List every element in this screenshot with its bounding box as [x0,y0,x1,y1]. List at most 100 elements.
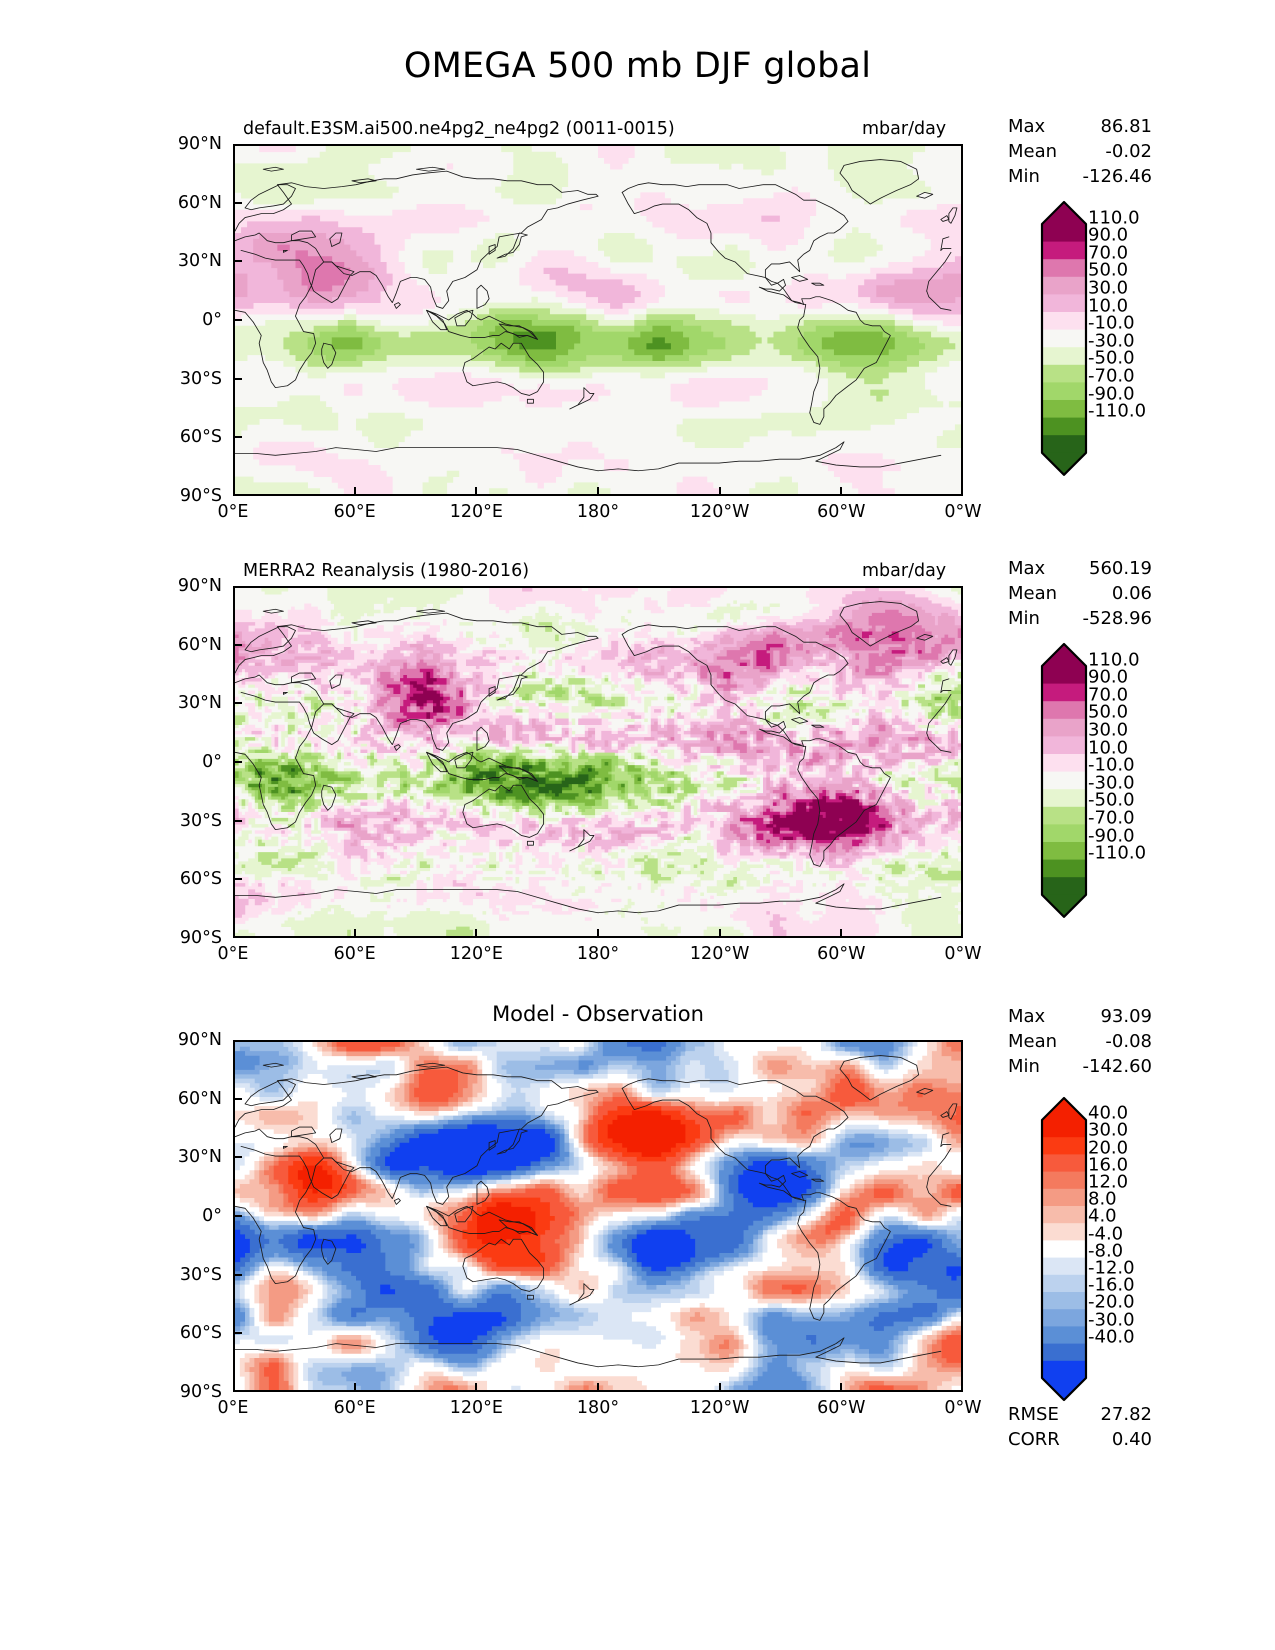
colorbar-tick-label: -50.0 [1088,347,1135,369]
y-tick-mark [233,1332,242,1335]
y-tick-label: 60°N [177,192,222,213]
y-tick-label: 0° [202,1206,222,1226]
score-row: RMSE 27.82 [1008,1402,1152,1427]
x-tick-label: 0°E [217,1398,249,1418]
stat-label: Mean [1008,1031,1058,1052]
y-tick-mark [233,201,242,204]
x-tick-mark [597,929,599,938]
panel-units-obs: mbar/day [862,561,947,581]
map-model [233,144,963,496]
colorbar-tick-label: -40.0 [1088,1326,1135,1348]
colorbar-tick-label: 12.0 [1088,1171,1129,1193]
colorbar-tick-label: -30.0 [1088,772,1135,794]
stat-row: Max 86.81 [1008,114,1152,139]
y-tick-mark [233,319,242,321]
colorbar-tick-label: 20.0 [1088,1137,1129,1159]
colorbar-tick-label: -4.0 [1088,1223,1124,1245]
panel-model: default.E3SM.ai500.ne4pg2_ne4pg2 (0011-0… [0,116,1275,574]
y-tick-label: 0° [202,310,222,330]
colorbar-tick-label: -70.0 [1088,807,1135,829]
stat-row: Mean 0.06 [1008,581,1152,606]
y-tick-label: 0° [202,752,222,772]
x-tick-label: 60°E [333,1398,376,1418]
colorbar-tick-label: -8.0 [1088,1240,1124,1262]
colorbar-tick-label: -90.0 [1088,825,1135,847]
colorbar-tick-label: 40.0 [1088,1102,1129,1124]
panel-title-model: default.E3SM.ai500.ne4pg2_ne4pg2 (0011-0… [243,119,675,139]
stat-value: 0.06 [1111,583,1152,604]
stat-label: Min [1008,1056,1040,1077]
y-tick-label: 30°S [179,810,222,831]
stat-value: 93.09 [1100,1006,1152,1027]
x-tick-label: 0°W [944,1398,982,1418]
panel-obs: MERRA2 Reanalysis (1980-2016) mbar/day 90°… [0,558,1275,1016]
score-label: RMSE [1008,1404,1059,1425]
x-tick-mark [353,929,356,938]
y-tick-mark [233,761,242,763]
y-tick-mark [233,819,242,822]
y-tick-mark [233,878,242,881]
stats-model: Max 86.81 Mean -0.02 Min -126.46 [1008,114,1152,189]
y-tick-mark [233,1273,242,1276]
x-tick-label: 120°E [449,944,503,964]
colorbar-tick-label: 10.0 [1088,737,1129,759]
colorbar-tick-label: 30.0 [1088,277,1129,299]
x-tick-label: 0°W [944,944,982,964]
stat-row: Min -126.46 [1008,164,1152,189]
stats-diff: Max 93.09 Mean -0.08 Min -142.60 [1008,1004,1152,1079]
panel-title-diff: Model - Observation [492,1002,704,1026]
x-tick-label: 60°E [333,502,376,522]
y-tick-label: 60°S [179,869,222,890]
stat-row: Min -142.60 [1008,1054,1152,1079]
colorbar-tick-label: 70.0 [1088,684,1129,706]
score-label: CORR [1008,1429,1060,1450]
colorbar-tick-label: 4.0 [1088,1205,1117,1227]
y-tick-mark [233,702,242,705]
x-tick-label: 0°W [944,502,982,522]
x-tick-label: 0°E [217,944,249,964]
x-tick-label: 120°E [449,1398,503,1418]
stat-label: Max [1008,1006,1046,1027]
colorbar-tick-label: -16.0 [1088,1274,1135,1296]
colorbar-tick-label: 30.0 [1088,719,1129,741]
x-tick-mark [475,487,478,496]
y-tick-mark [233,1097,242,1100]
stat-value: -0.02 [1105,141,1152,162]
panel-diff: Model - Observation 90°N 60°N 30°N 0° 30°S 60°… [0,1002,1275,1470]
stat-row: Mean -0.08 [1008,1029,1152,1054]
colorbar-tick-label: 50.0 [1088,701,1129,723]
y-tick-label: 90°S [179,928,222,948]
stat-label: Mean [1008,583,1058,604]
skill-scores: RMSE 27.82 CORR 0.40 [1008,1402,1152,1452]
x-tick-label: 180° [576,944,620,964]
score-row: CORR 0.40 [1008,1427,1152,1452]
y-tick-mark [233,643,242,646]
x-tick-mark [597,1383,599,1392]
stat-value: -126.46 [1082,166,1152,187]
colorbar-tick-label: 16.0 [1088,1154,1129,1176]
x-tick-mark [475,929,478,938]
y-tick-label: 60°N [177,634,222,655]
stat-label: Max [1008,116,1046,137]
stat-label: Max [1008,558,1046,579]
stat-value: -142.60 [1082,1056,1152,1077]
colorbar-tick-label: -30.0 [1088,330,1135,352]
stat-row: Min -528.96 [1008,606,1152,631]
x-tick-label: 120°W [689,1398,750,1418]
y-tick-mark [233,1215,242,1217]
y-tick-mark [233,377,242,380]
colorbar-tick-label: 70.0 [1088,242,1129,264]
stat-row: Mean -0.02 [1008,139,1152,164]
x-tick-label: 120°E [449,502,503,522]
y-tick-label: 90°S [179,486,222,506]
x-tick-label: 180° [576,502,620,522]
x-tick-label: 180° [576,1398,620,1418]
stats-obs: Max 560.19 Mean 0.06 Min -528.96 [1008,556,1152,631]
colorbar-tick-label: 8.0 [1088,1188,1117,1210]
map-diff [233,1040,963,1392]
x-tick-mark [597,487,599,496]
score-value: 27.82 [1100,1404,1152,1425]
map-obs [233,586,963,938]
colorbar-tick-label: -90.0 [1088,383,1135,405]
y-tick-label: 60°N [177,1088,222,1109]
